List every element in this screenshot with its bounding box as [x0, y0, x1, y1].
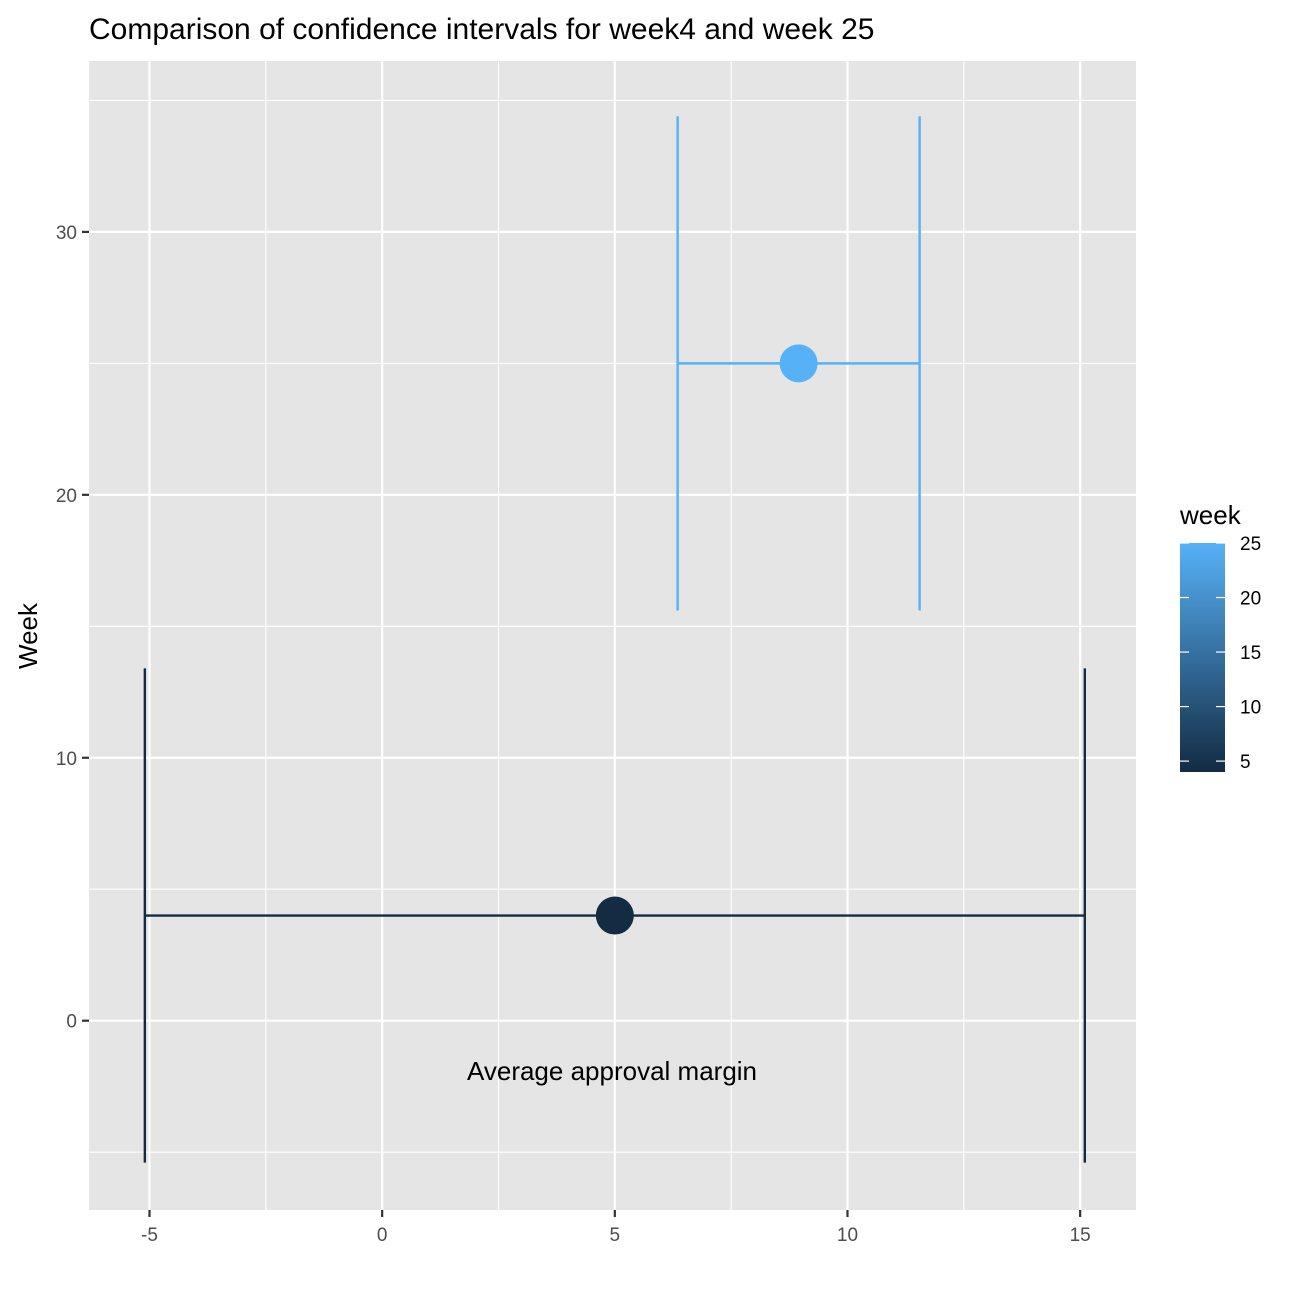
x-tick-label: 10	[837, 1225, 858, 1246]
y-tick-label: 10	[56, 749, 77, 770]
grid-major	[89, 61, 1136, 1210]
y-axis-title: Week	[13, 602, 43, 669]
y-axis: 0 10 20 30	[56, 223, 89, 1033]
legend-ticks: 5 10 15 20 25	[1180, 534, 1261, 773]
legend-colorbar	[1180, 543, 1225, 772]
x-axis: -5 0 5 10 15	[141, 1210, 1091, 1246]
data-point-week25	[779, 344, 818, 383]
x-tick-label: 5	[610, 1225, 621, 1246]
chart-title: Comparison of confidence intervals for w…	[89, 13, 874, 46]
y-tick-label: 0	[66, 1012, 77, 1033]
legend-title: week	[1179, 500, 1242, 530]
legend-tick-label: 15	[1240, 643, 1261, 664]
y-tick-label: 20	[56, 486, 77, 507]
legend-tick-label: 10	[1240, 698, 1261, 719]
chart-marks	[143, 116, 1087, 1163]
grid-minor	[89, 61, 1136, 1210]
x-tick-label: 15	[1070, 1225, 1091, 1246]
x-axis-title: Average approval margin	[467, 1056, 757, 1086]
legend-tick-label: 5	[1240, 752, 1251, 773]
data-point-week4	[595, 896, 634, 935]
plot-panel	[89, 61, 1136, 1210]
x-tick-label: -5	[141, 1225, 158, 1246]
y-tick-label: 30	[56, 223, 77, 244]
x-tick-label: 0	[377, 1225, 388, 1246]
color-legend: week 5 10 15 20 25	[1179, 500, 1261, 773]
legend-tick-label: 25	[1240, 534, 1261, 555]
legend-tick-label: 20	[1240, 589, 1261, 610]
